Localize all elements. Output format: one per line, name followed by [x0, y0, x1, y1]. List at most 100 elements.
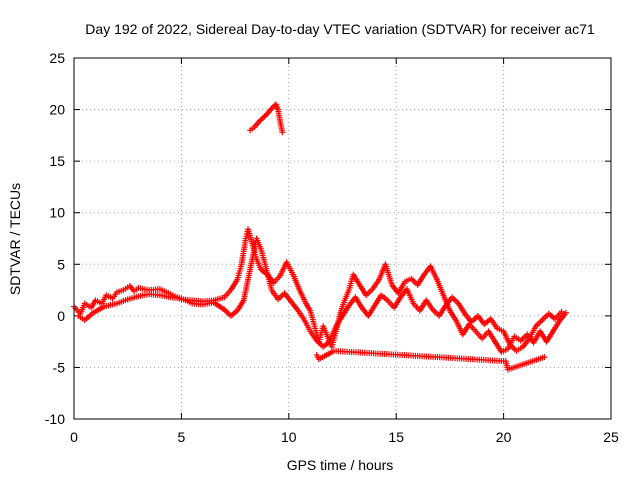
data-point — [302, 298, 309, 305]
data-point — [355, 280, 362, 287]
data-point — [219, 305, 226, 312]
data-point — [446, 305, 453, 312]
data-point — [262, 112, 269, 119]
data-point — [293, 305, 300, 312]
data-point — [420, 273, 427, 280]
data-point — [433, 274, 440, 281]
data-point — [388, 279, 395, 286]
data-point — [275, 274, 282, 281]
data-point — [295, 285, 302, 292]
data-point — [506, 339, 513, 346]
data-point — [561, 311, 568, 318]
data-point — [248, 238, 255, 245]
y-tick-label: 20 — [49, 102, 65, 118]
data-point — [396, 296, 403, 303]
data-point — [306, 326, 313, 333]
data-point — [471, 326, 478, 333]
data-point — [257, 243, 264, 250]
plot-frame — [73, 57, 612, 420]
data-point — [258, 116, 265, 123]
data-point — [257, 264, 264, 271]
data-point — [248, 258, 255, 265]
series-main — [71, 226, 569, 355]
data-point — [232, 308, 239, 315]
data-point — [539, 354, 546, 361]
data-points — [71, 101, 569, 373]
data-point — [133, 293, 140, 300]
data-point — [91, 299, 98, 306]
data-point — [249, 125, 256, 132]
data-point — [254, 120, 261, 127]
data-point — [452, 316, 459, 323]
data-point — [226, 288, 233, 295]
x-tick-label: 15 — [388, 429, 404, 445]
data-point — [267, 107, 274, 114]
data-point — [517, 345, 524, 352]
data-point — [492, 323, 499, 330]
data-point — [312, 335, 319, 342]
data-point — [306, 305, 313, 312]
x-tick-label: 5 — [178, 429, 186, 445]
data-point — [154, 292, 161, 299]
data-point — [278, 127, 285, 134]
data-point — [439, 290, 446, 297]
data-point — [325, 339, 332, 346]
y-tick-label: 25 — [49, 50, 65, 66]
data-point — [409, 298, 416, 305]
data-point — [357, 302, 364, 309]
data-point — [99, 304, 106, 311]
data-point — [233, 278, 240, 285]
data-point — [497, 347, 504, 354]
data-point — [102, 294, 109, 301]
x-tick-label: 0 — [70, 429, 78, 445]
data-point — [344, 304, 351, 311]
data-point — [268, 284, 275, 291]
data-point — [237, 263, 244, 270]
data-point — [548, 330, 555, 337]
data-point — [329, 348, 336, 355]
data-point — [176, 295, 183, 302]
data-point — [367, 287, 374, 294]
data-point — [274, 104, 281, 111]
data-point — [118, 287, 125, 294]
data-point — [80, 302, 87, 309]
data-point — [531, 325, 538, 332]
data-point — [154, 286, 161, 293]
data-point — [537, 318, 544, 325]
data-point — [556, 310, 563, 317]
data-point — [112, 291, 119, 298]
data-point — [257, 117, 264, 124]
series-drops — [313, 347, 548, 373]
x-axis-label: GPS time / hours — [287, 457, 394, 473]
data-point — [382, 296, 389, 303]
data-point — [133, 286, 140, 293]
data-point — [186, 299, 193, 306]
data-point — [122, 297, 129, 304]
y-axis-label: SDTVAR / TECUs — [7, 183, 23, 295]
y-tick-label: -5 — [53, 359, 66, 375]
data-point — [239, 299, 246, 306]
data-point — [374, 278, 381, 285]
series-isolated — [247, 101, 286, 136]
y-tick-label: 0 — [57, 308, 65, 324]
data-point — [338, 314, 345, 321]
data-point — [441, 304, 448, 311]
x-tick-label: 25 — [603, 429, 619, 445]
data-point — [525, 337, 532, 344]
data-point — [276, 116, 283, 123]
data-point — [299, 314, 306, 321]
data-point — [460, 309, 467, 316]
data-point — [345, 289, 352, 296]
data-point — [260, 114, 267, 121]
data-point — [165, 293, 172, 300]
data-point — [332, 325, 339, 332]
data-point — [310, 320, 317, 327]
data-point — [323, 331, 330, 338]
data-point — [340, 299, 347, 306]
data-point — [111, 300, 118, 307]
data-point — [244, 278, 251, 285]
data-point — [510, 335, 517, 342]
data-point — [88, 311, 95, 318]
data-point — [261, 259, 268, 266]
